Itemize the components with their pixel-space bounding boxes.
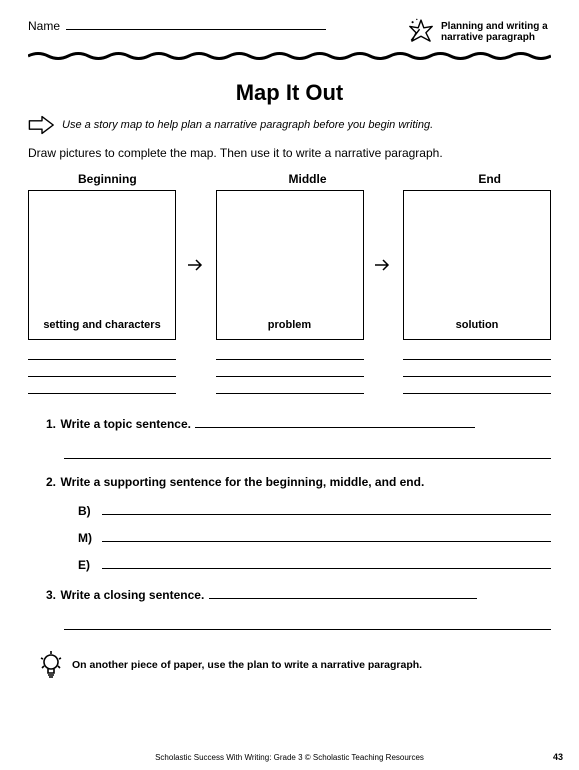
write-line[interactable]: [216, 346, 364, 360]
header-description: Planning and writing a narrative paragra…: [441, 21, 551, 44]
stage-header-beginning: Beginning: [78, 172, 137, 186]
name-field-area: Name: [28, 18, 326, 33]
q2-sub-b: B): [78, 503, 551, 518]
page-title: Map It Out: [28, 80, 551, 106]
write-line[interactable]: [403, 363, 551, 377]
q2-number: 2.: [46, 475, 56, 489]
stage-caption-end: solution: [456, 319, 499, 331]
write-line[interactable]: [216, 363, 364, 377]
q2-sub-m: M): [78, 530, 551, 545]
lightbulb-icon: [38, 650, 64, 680]
stage-box-middle[interactable]: problem: [216, 190, 364, 340]
flow-arrow-icon: [373, 257, 393, 273]
flow-arrow-icon: [186, 257, 206, 273]
footer-text: Scholastic Success With Writing: Grade 3…: [0, 753, 579, 762]
name-label: Name: [28, 19, 60, 33]
lines-col-middle: [216, 346, 364, 397]
stage-header-end: End: [478, 172, 501, 186]
q2-text: Write a supporting sentence for the begi…: [60, 475, 424, 489]
page-number: 43: [553, 752, 563, 762]
answer-line[interactable]: [102, 557, 551, 569]
header: Name Planning and writing a narrative pa…: [28, 18, 551, 46]
write-line[interactable]: [28, 380, 176, 394]
pointer-arrow-icon: [28, 114, 56, 136]
stage-box-end[interactable]: solution: [403, 190, 551, 340]
tip-row: Use a story map to help plan a narrative…: [28, 114, 551, 136]
bottom-tip: On another piece of paper, use the plan …: [38, 650, 551, 680]
q2-sub-e: E): [78, 557, 551, 572]
instruction-text: Draw pictures to complete the map. Then …: [28, 146, 551, 160]
lines-col-end: [403, 346, 551, 397]
q2-sub-b-label: B): [78, 504, 98, 518]
q1-text: Write a topic sentence.: [60, 417, 190, 431]
write-line[interactable]: [28, 346, 176, 360]
write-line[interactable]: [403, 346, 551, 360]
stage-caption-middle: problem: [268, 319, 311, 331]
lines-col-beginning: [28, 346, 176, 397]
stage-header-middle: Middle: [289, 172, 327, 186]
q3-number: 3.: [46, 588, 56, 602]
question-2: 2. Write a supporting sentence for the b…: [46, 473, 551, 572]
lines-row: [28, 346, 551, 397]
wavy-divider-icon: [28, 51, 551, 61]
stages-row: setting and characters problem solution: [28, 190, 551, 340]
stage-caption-beginning: setting and characters: [43, 319, 160, 331]
answer-line[interactable]: [209, 587, 477, 599]
header-desc-line1: Planning and writing a: [441, 21, 551, 33]
answer-line[interactable]: [64, 616, 551, 630]
question-list: 1. Write a topic sentence. 2. Write a su…: [28, 415, 551, 630]
stages-header-row: Beginning Middle End: [28, 172, 551, 186]
header-desc-line2: narrative paragraph: [441, 32, 551, 44]
question-1: 1. Write a topic sentence.: [46, 415, 551, 459]
bottom-tip-text: On another piece of paper, use the plan …: [72, 659, 422, 671]
answer-line[interactable]: [102, 530, 551, 542]
write-line[interactable]: [216, 380, 364, 394]
q3-text: Write a closing sentence.: [60, 588, 204, 602]
answer-line[interactable]: [64, 445, 551, 459]
answer-line[interactable]: [102, 503, 551, 515]
question-3: 3. Write a closing sentence.: [46, 586, 551, 630]
stage-box-beginning[interactable]: setting and characters: [28, 190, 176, 340]
answer-line[interactable]: [195, 416, 475, 428]
name-input-line[interactable]: [66, 18, 326, 30]
q2-sub-m-label: M): [78, 531, 98, 545]
header-right: Planning and writing a narrative paragra…: [407, 18, 551, 46]
write-line[interactable]: [403, 380, 551, 394]
star-icon: [407, 18, 435, 46]
tip-text: Use a story map to help plan a narrative…: [62, 119, 433, 131]
q2-sub-e-label: E): [78, 558, 98, 572]
q1-number: 1.: [46, 417, 56, 431]
write-line[interactable]: [28, 363, 176, 377]
